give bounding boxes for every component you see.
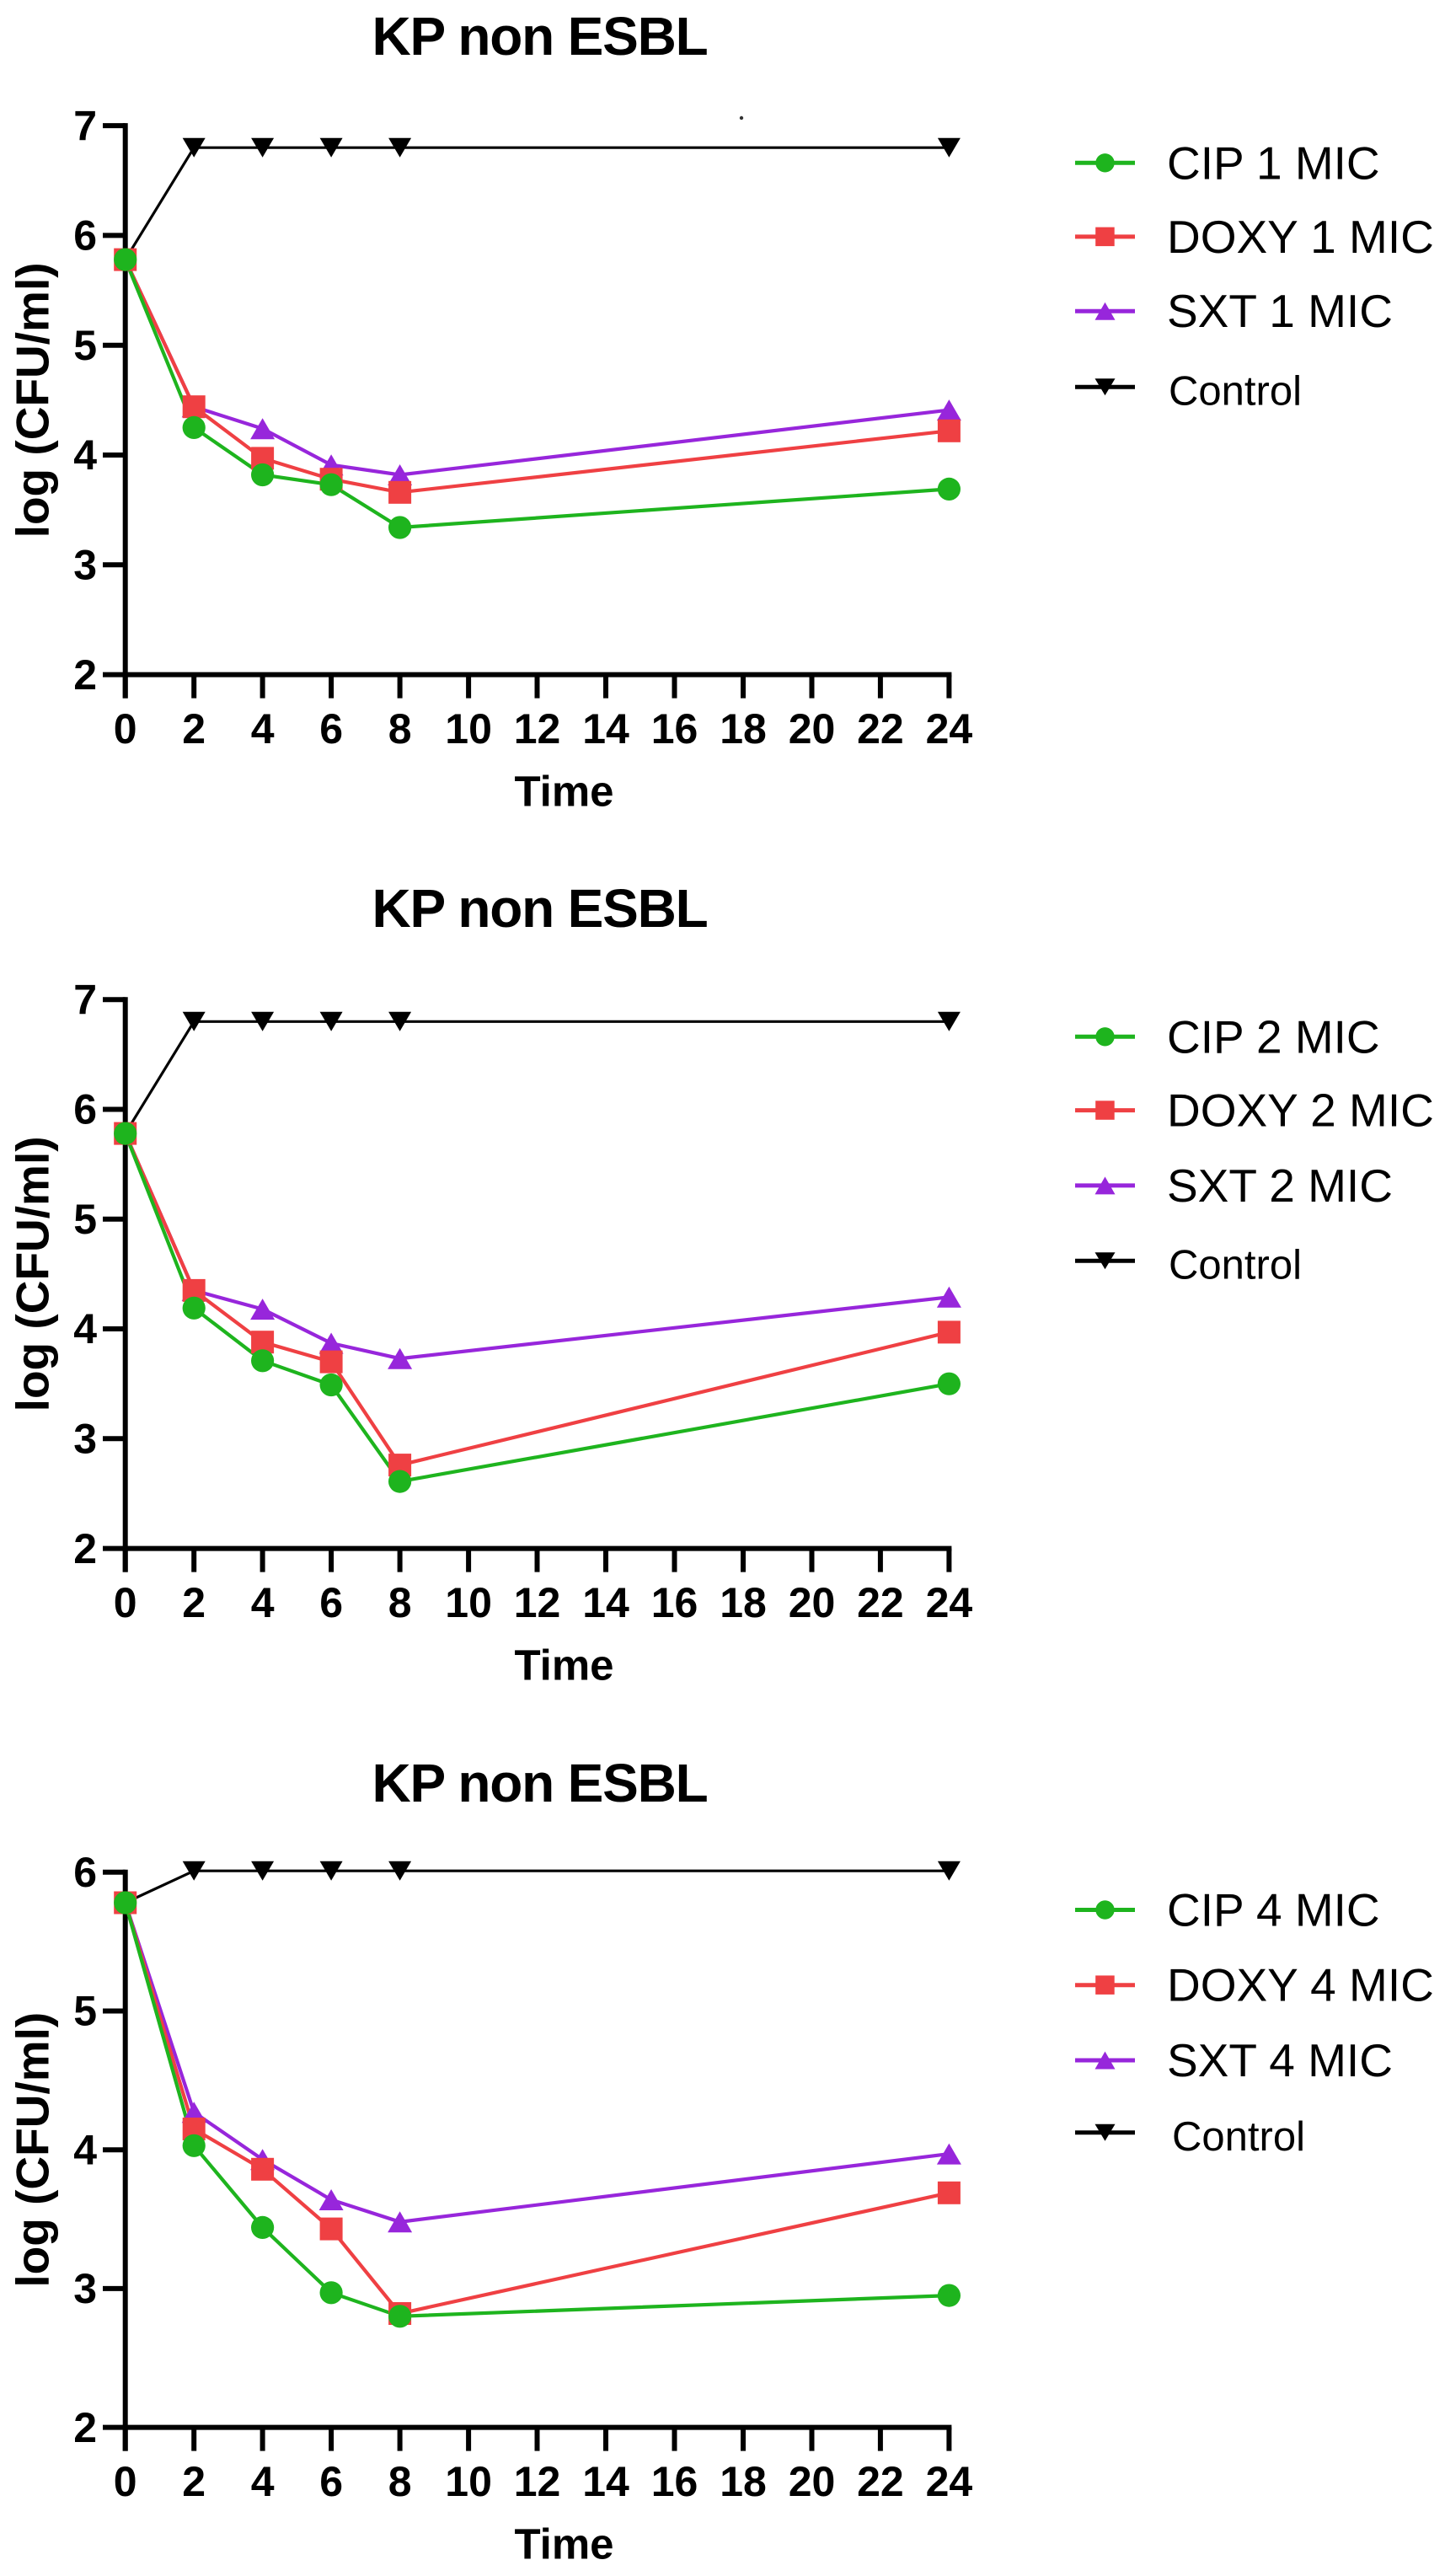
svg-text:5: 5 bbox=[73, 1988, 97, 2035]
svg-text:22: 22 bbox=[857, 1579, 904, 1626]
svg-text:24: 24 bbox=[926, 705, 973, 752]
svg-text:DOXY 2 MIC: DOXY 2 MIC bbox=[1167, 1084, 1434, 1137]
svg-text:10: 10 bbox=[445, 2458, 492, 2505]
svg-text:KP non ESBL: KP non ESBL bbox=[372, 6, 707, 67]
svg-text:6: 6 bbox=[319, 2458, 343, 2505]
svg-text:Time: Time bbox=[514, 1641, 613, 1690]
svg-text:24: 24 bbox=[926, 1579, 973, 1626]
svg-text:3: 3 bbox=[73, 2265, 97, 2312]
svg-text:DOXY 1 MIC: DOXY 1 MIC bbox=[1167, 211, 1434, 263]
svg-text:2: 2 bbox=[182, 2458, 206, 2505]
svg-text:6: 6 bbox=[73, 212, 97, 260]
svg-text:4: 4 bbox=[73, 1305, 97, 1352]
svg-text:6: 6 bbox=[319, 1579, 343, 1626]
svg-text:16: 16 bbox=[651, 705, 698, 752]
svg-text:CIP 4 MIC: CIP 4 MIC bbox=[1167, 1884, 1380, 1936]
svg-text:KP non ESBL: KP non ESBL bbox=[372, 878, 707, 939]
svg-text:16: 16 bbox=[651, 2458, 698, 2505]
svg-text:4: 4 bbox=[251, 1579, 275, 1626]
svg-text:DOXY 4 MIC: DOXY 4 MIC bbox=[1167, 1959, 1434, 2011]
svg-text:2: 2 bbox=[73, 1525, 97, 1572]
svg-text:Time: Time bbox=[514, 768, 613, 816]
svg-text:8: 8 bbox=[388, 2458, 412, 2505]
svg-text:12: 12 bbox=[514, 2458, 561, 2505]
svg-text:24: 24 bbox=[926, 2458, 973, 2505]
svg-text:log (CFU/ml): log (CFU/ml) bbox=[7, 1136, 59, 1411]
svg-text:4: 4 bbox=[251, 2458, 275, 2505]
svg-text:Control: Control bbox=[1169, 1242, 1302, 1288]
svg-text:5: 5 bbox=[73, 322, 97, 369]
svg-text:SXT 2 MIC: SXT 2 MIC bbox=[1167, 1159, 1393, 1212]
svg-text:8: 8 bbox=[388, 705, 412, 752]
svg-text:22: 22 bbox=[857, 2458, 904, 2505]
svg-text:5: 5 bbox=[73, 1196, 97, 1243]
svg-text:6: 6 bbox=[73, 1849, 97, 1896]
svg-text:18: 18 bbox=[720, 1579, 767, 1626]
svg-text:14: 14 bbox=[582, 705, 629, 752]
svg-text:4: 4 bbox=[251, 705, 275, 752]
svg-text:18: 18 bbox=[720, 705, 767, 752]
svg-text:CIP 1 MIC: CIP 1 MIC bbox=[1167, 137, 1380, 189]
svg-text:20: 20 bbox=[789, 2458, 836, 2505]
svg-text:10: 10 bbox=[445, 1579, 492, 1626]
svg-text:SXT 1 MIC: SXT 1 MIC bbox=[1167, 285, 1393, 337]
svg-text:log (CFU/ml): log (CFU/ml) bbox=[7, 2012, 59, 2288]
svg-text:0: 0 bbox=[114, 1579, 137, 1626]
svg-text:CIP 2 MIC: CIP 2 MIC bbox=[1167, 1010, 1380, 1063]
svg-text:Control: Control bbox=[1172, 2114, 1305, 2160]
svg-text:Time: Time bbox=[514, 2520, 613, 2568]
svg-text:4: 4 bbox=[73, 2126, 97, 2173]
svg-text:10: 10 bbox=[445, 705, 492, 752]
svg-text:14: 14 bbox=[582, 2458, 629, 2505]
svg-text:2: 2 bbox=[73, 2404, 97, 2451]
svg-text:log (CFU/ml): log (CFU/ml) bbox=[7, 262, 59, 538]
svg-text:SXT 4 MIC: SXT 4 MIC bbox=[1167, 2034, 1393, 2086]
svg-text:0: 0 bbox=[114, 705, 137, 752]
svg-text:3: 3 bbox=[73, 542, 97, 589]
svg-text:Control: Control bbox=[1169, 368, 1302, 414]
svg-text:18: 18 bbox=[720, 2458, 767, 2505]
svg-text:16: 16 bbox=[651, 1579, 698, 1626]
svg-text:8: 8 bbox=[388, 1579, 412, 1626]
svg-text:KP non ESBL: KP non ESBL bbox=[372, 1753, 707, 1813]
svg-text:6: 6 bbox=[73, 1086, 97, 1133]
svg-text:22: 22 bbox=[857, 705, 904, 752]
svg-text:7: 7 bbox=[73, 976, 97, 1023]
svg-text:0: 0 bbox=[114, 2458, 137, 2505]
svg-text:12: 12 bbox=[514, 1579, 561, 1626]
svg-text:2: 2 bbox=[182, 705, 206, 752]
svg-text:20: 20 bbox=[789, 1579, 836, 1626]
svg-text:7: 7 bbox=[73, 102, 97, 149]
svg-text:14: 14 bbox=[582, 1579, 629, 1626]
svg-text:20: 20 bbox=[789, 705, 836, 752]
svg-text:2: 2 bbox=[182, 1579, 206, 1626]
svg-text:12: 12 bbox=[514, 705, 561, 752]
svg-text:6: 6 bbox=[319, 705, 343, 752]
svg-text:2: 2 bbox=[73, 651, 97, 699]
svg-text:3: 3 bbox=[73, 1416, 97, 1463]
svg-text:4: 4 bbox=[73, 431, 97, 479]
